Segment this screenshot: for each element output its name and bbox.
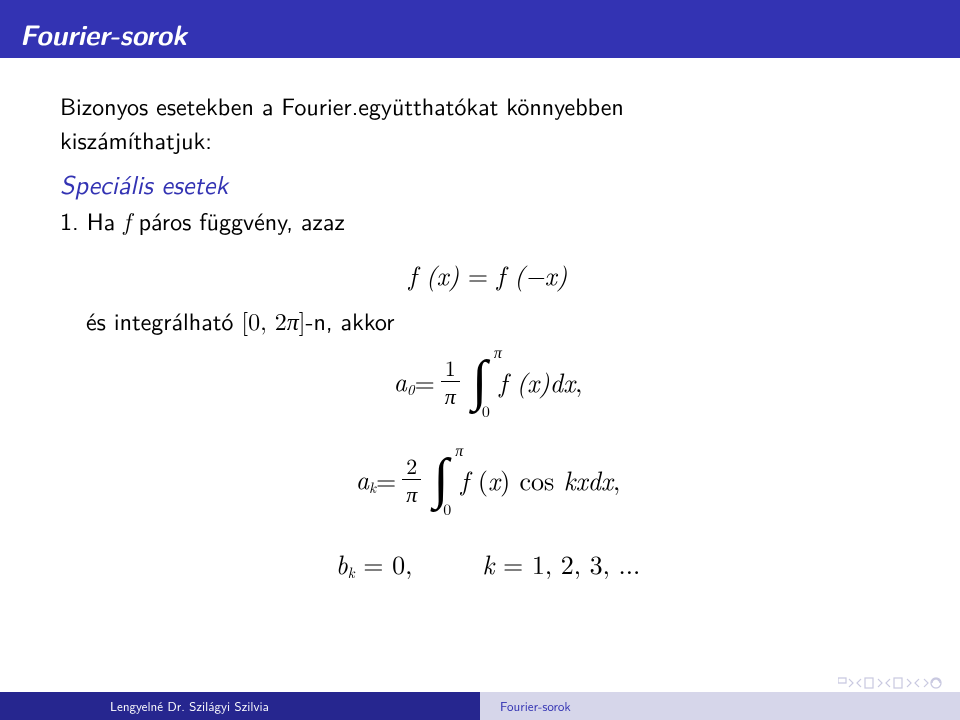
after-eq1: és integrálható [0, 2π]-n, akkor <box>86 304 916 337</box>
ak-fraction: 2 π <box>402 454 421 505</box>
eq1-rhs: f (−x) <box>497 256 568 293</box>
after-eq1-pi: π <box>287 303 299 337</box>
eq1-lhs: f (x) <box>409 256 460 293</box>
a0-frac-den: π <box>445 380 456 411</box>
equation-ak: ak = 2 π π ∫ 0 f (x) cos kxdx, <box>60 454 916 544</box>
a0-fraction: 1 π <box>441 356 460 407</box>
after-eq1-suffix: , akkor <box>326 303 395 338</box>
item-text-before: Ha <box>87 203 124 238</box>
bk-rhs: k = 1, 2, 3, ... <box>482 546 640 581</box>
equation-a0: a0 = 1 π π ∫ 0 f (x)dx, <box>60 356 916 444</box>
ak-int-upper: π <box>455 439 463 461</box>
ak-integral-sign: π ∫ 0 <box>433 455 448 504</box>
a0-eq: = <box>415 364 435 399</box>
equation-bk: bk = 0, k = 1, 2, 3, ... <box>60 546 916 583</box>
a0-int-upper: π <box>494 341 502 363</box>
footer-author: Lengyelné Dr. Szilágyi Szilvia <box>0 692 480 720</box>
ak-eq: = <box>376 462 396 497</box>
nav-icons <box>838 676 948 690</box>
enum-item-1: 1. Ha f páros függvény, azaz <box>60 204 916 237</box>
ak-frac-num: 2 <box>402 454 421 477</box>
content-area: Bizonyos esetekben a Fourier.együtthatók… <box>60 90 916 660</box>
block-title: Speciális esetek <box>60 167 916 202</box>
item-text-f: f <box>123 203 130 237</box>
eq1-eq: = <box>459 256 497 293</box>
ak-integrand: f (x) cos kxdx, <box>461 462 621 497</box>
ak-int-lower: 0 <box>443 498 451 520</box>
a0-frac-num: 1 <box>441 356 460 379</box>
intro-line-2: kiszámíthatjuk: <box>60 124 916 156</box>
a0-integrand: f (x)dx, <box>499 364 582 399</box>
after-eq1-close: -n <box>305 303 325 338</box>
footer-title: Fourier-sorok <box>480 692 960 720</box>
ak-lhs: ak <box>356 461 376 498</box>
slide-title: Fourier-sorok <box>0 0 960 54</box>
ak-frac-den: π <box>406 478 417 509</box>
a0-integral-sign: π ∫ 0 <box>472 357 487 406</box>
equation-symmetry: f (x) = f (−x) <box>60 257 916 292</box>
beamer-nav-icon[interactable] <box>838 676 948 690</box>
intro-line-1: Bizonyos esetekben a Fourier.együtthatók… <box>60 90 916 122</box>
item-text: Ha f páros függvény, azaz <box>87 204 345 237</box>
item-text-after: páros függvény, azaz <box>131 203 345 238</box>
item-number: 1. <box>60 205 79 237</box>
bk-lhs: bk = 0, <box>336 546 413 583</box>
title-bar: Fourier-sorok <box>0 0 960 58</box>
a0-int-lower: 0 <box>482 400 490 422</box>
footer: Lengyelné Dr. Szilágyi Szilvia Fourier-s… <box>0 692 960 720</box>
after-eq1-prefix: és integrálható <box>86 303 241 338</box>
slide: Fourier-sorok Bizonyos esetekben a Fouri… <box>0 0 960 720</box>
a0-lhs: a0 <box>394 363 415 400</box>
